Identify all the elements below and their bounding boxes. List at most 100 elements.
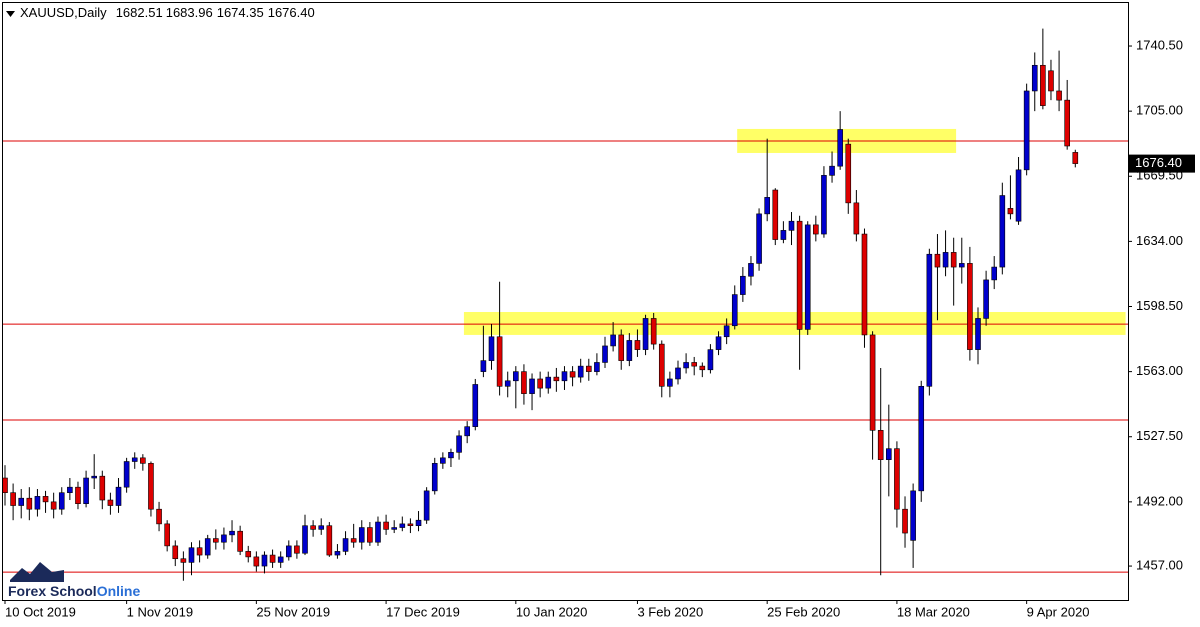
candle-body — [853, 202, 860, 235]
candle-body — [334, 551, 341, 556]
candle-body — [1040, 64, 1046, 106]
y-tick-label: 1598.50 — [1136, 298, 1183, 313]
y-tick-label: 1634.00 — [1136, 233, 1183, 248]
x-tick-label: 18 Mar 2020 — [897, 604, 970, 619]
candle-body — [821, 175, 827, 235]
candle-body — [115, 486, 122, 506]
candle-body — [2, 477, 8, 493]
candle-body — [302, 525, 308, 554]
candle-body — [950, 252, 957, 268]
candle-body — [431, 463, 438, 492]
y-tick-label: 1740.50 — [1136, 37, 1183, 52]
candle-body — [958, 263, 965, 268]
candle-body — [91, 475, 97, 479]
candle-body — [999, 195, 1006, 268]
candle-body — [569, 371, 576, 378]
candle-body — [772, 189, 779, 240]
candle-body — [318, 525, 325, 530]
candle-body — [310, 525, 316, 530]
candle-body — [34, 496, 41, 510]
candle-body — [26, 497, 33, 510]
candle-body — [691, 362, 698, 367]
candle-body — [156, 508, 162, 525]
candle-body — [18, 497, 25, 506]
candle-body — [521, 371, 527, 394]
candle-body — [383, 521, 389, 530]
watermark-logo — [10, 562, 64, 582]
candle-body — [845, 143, 852, 204]
candle-body — [213, 538, 219, 543]
candle-body — [1056, 90, 1062, 101]
candle-body — [561, 371, 568, 382]
candle-body — [188, 547, 195, 563]
candle-body — [358, 527, 365, 543]
candle-body — [391, 527, 397, 530]
candle-body — [894, 448, 900, 510]
candle-body — [1064, 99, 1070, 147]
candle-body — [294, 545, 300, 554]
candle-body — [504, 380, 511, 387]
candle-body — [1007, 208, 1014, 215]
symbol: XAUUSD,Daily — [20, 5, 107, 20]
candle-body — [423, 490, 430, 521]
x-tick-label: 3 Feb 2020 — [637, 604, 703, 619]
candle-body — [675, 367, 681, 380]
candle-body — [902, 508, 908, 534]
candle-body — [869, 334, 876, 431]
candle-body — [472, 384, 479, 427]
candle-body — [99, 475, 106, 501]
watermark-school: Forex School — [8, 583, 97, 599]
candle-body — [440, 457, 446, 464]
candle-body — [415, 519, 422, 527]
candle-body — [731, 294, 738, 327]
candle-body — [245, 551, 252, 558]
candle-body — [513, 371, 519, 382]
zone — [463, 312, 1126, 335]
candle-body — [594, 362, 600, 372]
candle-body — [545, 376, 552, 389]
candle-body — [221, 534, 227, 543]
y-tick-label: 1705.00 — [1136, 103, 1183, 118]
candle-body — [50, 501, 57, 510]
candle-body — [58, 492, 65, 510]
candle-body — [140, 457, 146, 464]
candle-body — [229, 530, 235, 536]
candle-body — [269, 554, 276, 563]
candle-body — [788, 220, 795, 231]
candle-body — [196, 547, 203, 556]
candle-body — [464, 426, 470, 437]
candle-body — [707, 349, 714, 371]
y-tick-label: 1457.00 — [1136, 558, 1183, 573]
candle-body — [1023, 90, 1030, 171]
x-tick-label: 25 Nov 2019 — [256, 604, 330, 619]
candle-body — [261, 554, 268, 567]
candle-body — [585, 365, 592, 372]
candle-body — [148, 463, 154, 510]
candle-body — [83, 477, 89, 504]
x-tick-label: 17 Dec 2019 — [386, 604, 460, 619]
candle-body — [861, 233, 868, 336]
candle-body — [164, 523, 170, 547]
candle-body — [480, 360, 487, 372]
candle-body — [496, 336, 503, 387]
candle-body — [983, 279, 989, 319]
candle-body — [796, 220, 803, 330]
x-tick-label: 10 Jan 2020 — [516, 604, 588, 619]
close-label: 1676.40 — [268, 5, 315, 20]
low-label: 1674.35 — [217, 5, 264, 20]
x-tick-label: 9 Apr 2020 — [1027, 604, 1090, 619]
candle-body — [910, 490, 916, 541]
candle-body — [1072, 152, 1079, 164]
candle-body — [375, 521, 381, 543]
candle-body — [934, 253, 941, 268]
candle-body — [877, 430, 884, 460]
candle-body — [610, 334, 616, 347]
candle-body — [683, 362, 689, 369]
chart-title: XAUUSD,Daily 1682.51 1683.96 1674.35 1676.40 — [20, 5, 315, 20]
candle-body — [537, 378, 543, 389]
candle-body — [748, 263, 754, 277]
candle-body — [658, 343, 665, 387]
x-tick-label: 25 Feb 2020 — [767, 604, 840, 619]
watermark-text: Forex SchoolOnline — [8, 583, 140, 599]
